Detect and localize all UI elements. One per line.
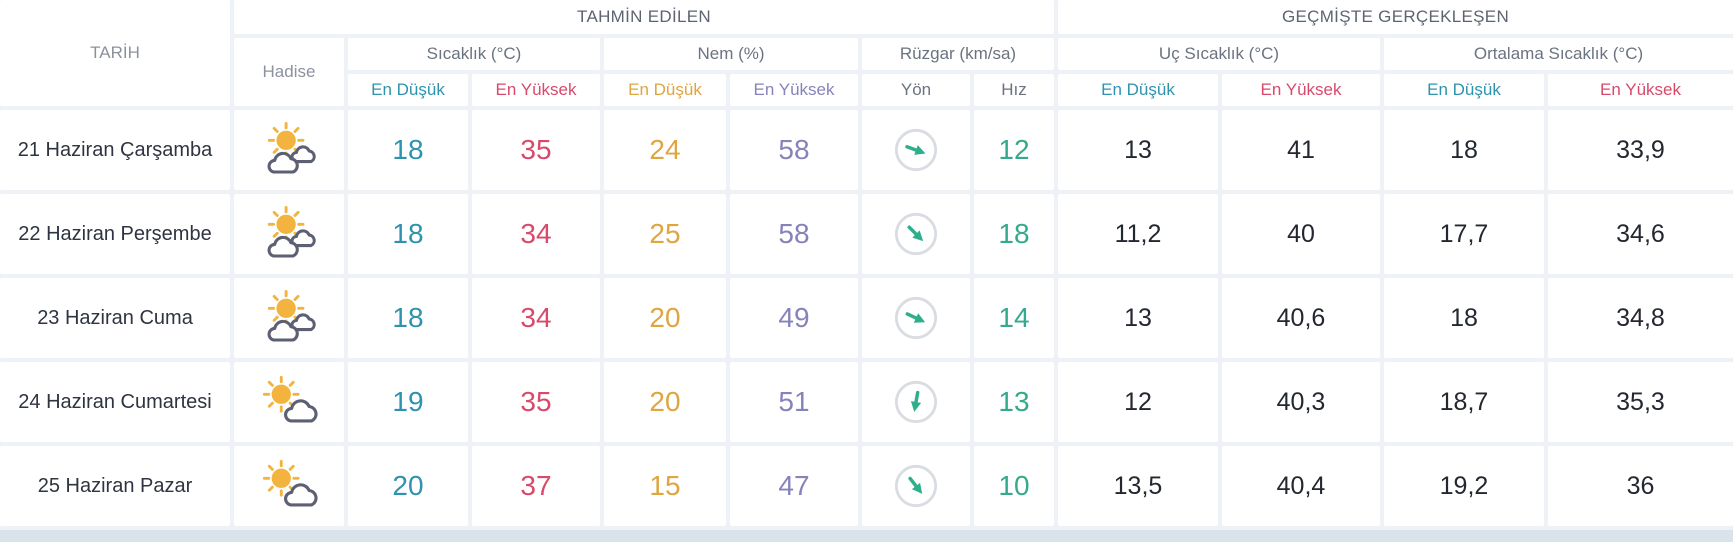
table-bottom-edge bbox=[0, 530, 1733, 542]
forecast-group-header: TAHMİN EDİLEN bbox=[234, 0, 1054, 34]
average-min-value: 18 bbox=[1384, 110, 1544, 190]
temp-min-header: En Düşük bbox=[348, 74, 468, 106]
temp-max-value: 35 bbox=[472, 110, 600, 190]
humidity-min-header: En Düşük bbox=[604, 74, 726, 106]
sun-behind-two-clouds-icon bbox=[234, 194, 344, 274]
average-min-value: 18 bbox=[1384, 278, 1544, 358]
humidity-max-value: 51 bbox=[730, 362, 858, 442]
extreme-max-value: 40,4 bbox=[1222, 446, 1380, 526]
extreme-max-value: 40,6 bbox=[1222, 278, 1380, 358]
wind-speed-value: 13 bbox=[974, 362, 1054, 442]
humidity-min-value: 20 bbox=[604, 278, 726, 358]
temp-max-value: 34 bbox=[472, 194, 600, 274]
date-cell: 23 Haziran Cuma bbox=[0, 278, 230, 358]
extreme-min-value: 13,5 bbox=[1058, 446, 1218, 526]
average-min-value: 19,2 bbox=[1384, 446, 1544, 526]
sun-with-cloud-icon bbox=[234, 446, 344, 526]
average-temperature-group-header: Ortalama Sıcaklık (°C) bbox=[1384, 38, 1733, 70]
temp-max-value: 34 bbox=[472, 278, 600, 358]
extreme-min-value: 12 bbox=[1058, 362, 1218, 442]
average-max-value: 34,6 bbox=[1548, 194, 1733, 274]
humidity-min-value: 15 bbox=[604, 446, 726, 526]
wind-speed-value: 14 bbox=[974, 278, 1054, 358]
wind-group-header: Rüzgar (km/sa) bbox=[862, 38, 1054, 70]
temp-min-value: 18 bbox=[348, 278, 468, 358]
date-cell: 22 Haziran Perşembe bbox=[0, 194, 230, 274]
extreme-max-value: 40 bbox=[1222, 194, 1380, 274]
wind-direction-icon bbox=[862, 278, 970, 358]
average-max-value: 35,3 bbox=[1548, 362, 1733, 442]
temp-max-value: 37 bbox=[472, 446, 600, 526]
date-cell: 21 Haziran Çarşamba bbox=[0, 110, 230, 190]
wind-speed-value: 12 bbox=[974, 110, 1054, 190]
average-min-value: 17,7 bbox=[1384, 194, 1544, 274]
sun-with-cloud-icon bbox=[234, 362, 344, 442]
wind-speed-value: 18 bbox=[974, 194, 1054, 274]
average-max-value: 33,9 bbox=[1548, 110, 1733, 190]
temp-min-value: 18 bbox=[348, 110, 468, 190]
average-min-value: 18,7 bbox=[1384, 362, 1544, 442]
wind-direction-icon bbox=[862, 194, 970, 274]
sun-behind-two-clouds-icon bbox=[234, 278, 344, 358]
temp-max-header: En Yüksek bbox=[472, 74, 600, 106]
extreme-min-value: 11,2 bbox=[1058, 194, 1218, 274]
humidity-min-value: 20 bbox=[604, 362, 726, 442]
humidity-max-header: En Yüksek bbox=[730, 74, 858, 106]
humidity-max-value: 58 bbox=[730, 110, 858, 190]
humidity-min-value: 25 bbox=[604, 194, 726, 274]
date-column-header: TARİH bbox=[0, 0, 230, 106]
average-max-value: 34,8 bbox=[1548, 278, 1733, 358]
wind-direction-icon bbox=[862, 362, 970, 442]
extreme-max-value: 41 bbox=[1222, 110, 1380, 190]
extreme-max-header: En Yüksek bbox=[1222, 74, 1380, 106]
extreme-temperature-group-header: Uç Sıcaklık (°C) bbox=[1058, 38, 1380, 70]
temperature-group-header: Sıcaklık (°C) bbox=[348, 38, 600, 70]
average-max-header: En Yüksek bbox=[1548, 74, 1733, 106]
temp-max-value: 35 bbox=[472, 362, 600, 442]
wind-speed-value: 10 bbox=[974, 446, 1054, 526]
humidity-min-value: 24 bbox=[604, 110, 726, 190]
humidity-max-value: 58 bbox=[730, 194, 858, 274]
extreme-min-value: 13 bbox=[1058, 110, 1218, 190]
average-max-value: 36 bbox=[1548, 446, 1733, 526]
past-group-header: GEÇMİŞTE GERÇEKLEŞEN bbox=[1058, 0, 1733, 34]
temp-min-value: 20 bbox=[348, 446, 468, 526]
wind-direction-header: Yön bbox=[862, 74, 970, 106]
extreme-max-value: 40,3 bbox=[1222, 362, 1380, 442]
humidity-max-value: 47 bbox=[730, 446, 858, 526]
sun-behind-two-clouds-icon bbox=[234, 110, 344, 190]
date-cell: 25 Haziran Pazar bbox=[0, 446, 230, 526]
wind-speed-header: Hız bbox=[974, 74, 1054, 106]
humidity-max-value: 49 bbox=[730, 278, 858, 358]
wind-direction-icon bbox=[862, 110, 970, 190]
wind-direction-icon bbox=[862, 446, 970, 526]
extreme-min-header: En Düşük bbox=[1058, 74, 1218, 106]
average-min-header: En Düşük bbox=[1384, 74, 1544, 106]
condition-column-header: Hadise bbox=[234, 38, 344, 106]
humidity-group-header: Nem (%) bbox=[604, 38, 858, 70]
temp-min-value: 19 bbox=[348, 362, 468, 442]
temp-min-value: 18 bbox=[348, 194, 468, 274]
extreme-min-value: 13 bbox=[1058, 278, 1218, 358]
date-cell: 24 Haziran Cumartesi bbox=[0, 362, 230, 442]
